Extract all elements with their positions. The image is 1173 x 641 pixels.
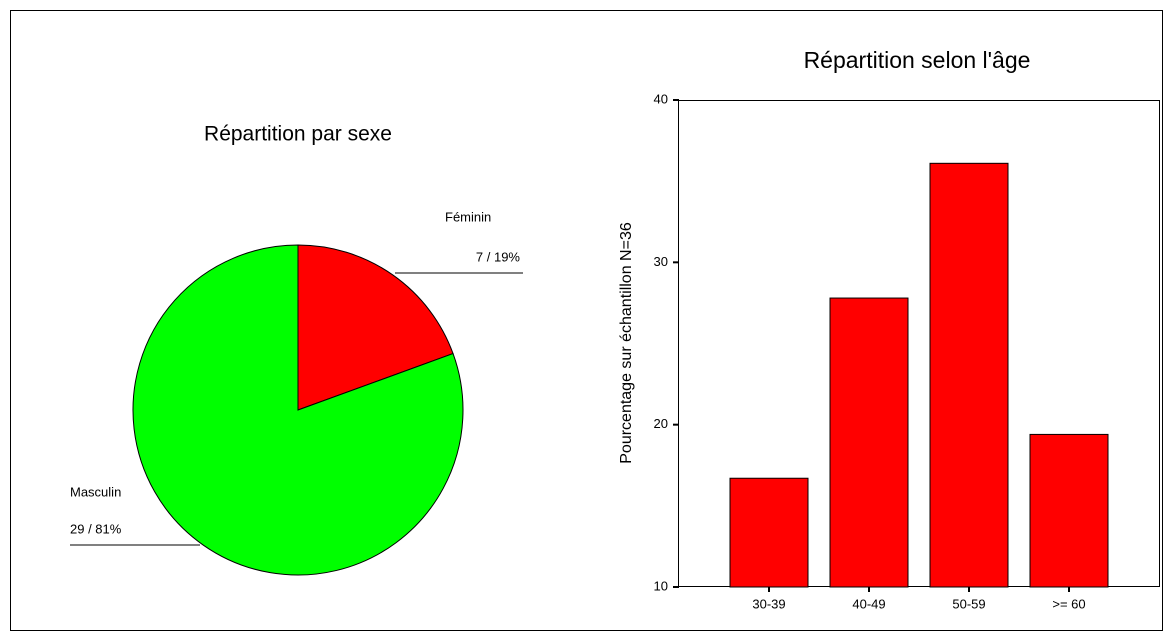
y-tick-label: 20	[654, 416, 668, 431]
y-axis-label: Pourcentage sur échantillon N=36	[618, 222, 635, 464]
bar	[829, 297, 909, 588]
y-tick-label: 40	[654, 91, 668, 106]
x-tick-label: 40-49	[852, 596, 885, 611]
x-tick-label: 50-59	[952, 596, 985, 611]
y-tick-label: 30	[654, 254, 668, 269]
plot-frame	[678, 100, 1160, 587]
slice-value-label: 7 / 19%	[476, 249, 521, 264]
bar	[729, 477, 809, 588]
slice-label: Féminin	[445, 209, 491, 224]
y-tick-label: 10	[654, 578, 668, 593]
bar	[1029, 433, 1109, 588]
x-tick-label: >= 60	[1052, 596, 1085, 611]
pie-slice	[297, 244, 454, 411]
x-tick-label: 30-39	[752, 596, 785, 611]
pie-slice	[132, 244, 464, 576]
bar-title: Répartition selon l'âge	[804, 47, 1031, 73]
bar	[929, 162, 1009, 588]
slice-value-label: 29 / 81%	[70, 521, 122, 536]
pie-title: Répartition par sexe	[204, 123, 392, 146]
slice-label: Masculin	[70, 484, 121, 499]
